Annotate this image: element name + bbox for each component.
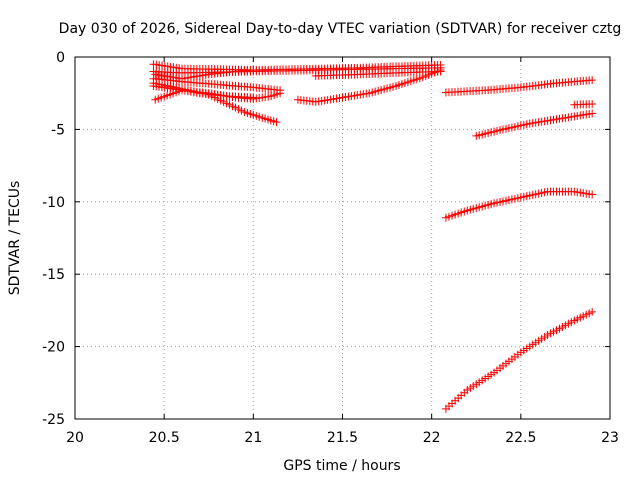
grid	[75, 57, 610, 419]
series-s12	[472, 109, 597, 140]
x-tick-label: 22.5	[505, 430, 536, 446]
x-tick-label: 20.5	[149, 430, 180, 446]
data-points	[149, 60, 597, 413]
series-s8	[151, 66, 258, 83]
series-s11	[570, 100, 597, 109]
x-tick-label: 21	[244, 430, 262, 446]
data-point	[272, 118, 281, 127]
series-s9	[293, 66, 445, 106]
data-point	[276, 89, 285, 98]
data-point	[436, 66, 445, 75]
y-axis-label: SDTVAR / TECUs	[7, 181, 23, 296]
series-s13	[441, 187, 597, 222]
series-s10	[441, 76, 597, 97]
x-tick-label: 21.5	[327, 430, 358, 446]
y-tick-label: -20	[42, 340, 65, 356]
chart-title: Day 030 of 2026, Sidereal Day-to-day VTE…	[59, 21, 622, 37]
data-point	[249, 66, 258, 75]
series-s14	[441, 307, 597, 413]
data-point	[588, 190, 597, 199]
y-tick-label: -15	[42, 267, 65, 283]
ticks: 20 20.5 21 21.5 22 22.5 23 0 -5 -10 -15 -20 -25	[42, 50, 619, 446]
x-tick-label: 23	[601, 430, 619, 446]
series-s7	[151, 86, 285, 104]
x-axis-label: GPS time / hours	[283, 458, 400, 474]
data-point	[588, 76, 597, 85]
y-tick-label: -5	[51, 122, 65, 138]
y-tick-label: 0	[56, 50, 65, 66]
x-tick-label: 22	[423, 430, 441, 446]
data-point	[588, 100, 597, 109]
y-tick-label: -25	[42, 412, 65, 428]
series-s3	[311, 67, 445, 80]
y-tick-label: -10	[42, 195, 65, 211]
data-point	[588, 307, 597, 316]
data-point	[588, 109, 597, 118]
x-tick-label: 20	[66, 430, 84, 446]
